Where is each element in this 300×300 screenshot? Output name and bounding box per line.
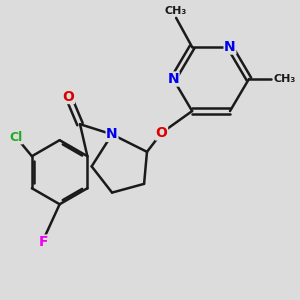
Text: N: N xyxy=(106,128,118,141)
Text: CH₃: CH₃ xyxy=(273,74,295,84)
Text: N: N xyxy=(224,40,236,54)
Text: O: O xyxy=(62,89,74,103)
Text: F: F xyxy=(39,235,48,249)
Text: Cl: Cl xyxy=(9,131,22,144)
Text: CH₃: CH₃ xyxy=(165,6,187,16)
Text: N: N xyxy=(167,72,179,86)
Text: O: O xyxy=(156,126,167,140)
